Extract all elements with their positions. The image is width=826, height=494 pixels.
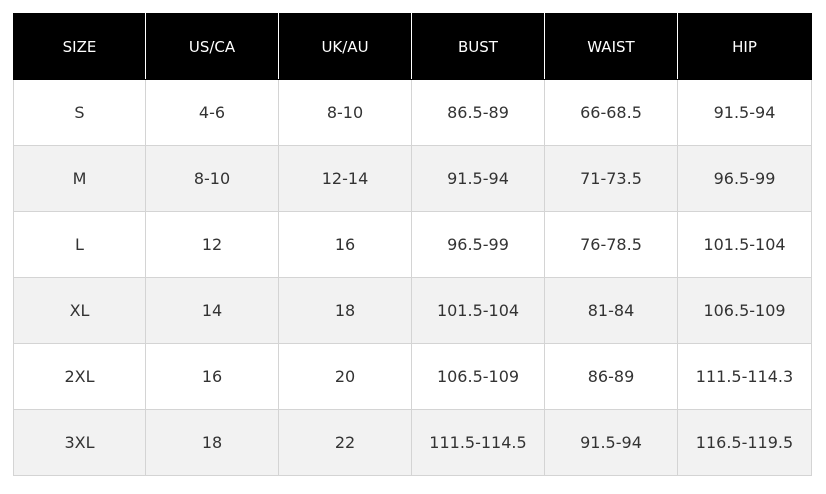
size-chart-body: S 4-6 8-10 86.5-89 66-68.5 91.5-94 M 8-1… <box>13 79 812 476</box>
cell-hip: 101.5-104 <box>677 211 812 278</box>
cell-size: 3XL <box>13 409 146 476</box>
cell-uk-au: 16 <box>278 211 412 278</box>
table-row: XL 14 18 101.5-104 81-84 106.5-109 <box>13 277 812 344</box>
cell-hip: 96.5-99 <box>677 145 812 212</box>
cell-bust: 101.5-104 <box>411 277 545 344</box>
cell-us-ca: 4-6 <box>145 79 279 146</box>
cell-hip: 116.5-119.5 <box>677 409 812 476</box>
cell-bust: 91.5-94 <box>411 145 545 212</box>
cell-us-ca: 18 <box>145 409 279 476</box>
cell-hip: 106.5-109 <box>677 277 812 344</box>
cell-size: 2XL <box>13 343 146 410</box>
cell-bust: 86.5-89 <box>411 79 545 146</box>
cell-waist: 76-78.5 <box>544 211 678 278</box>
cell-uk-au: 20 <box>278 343 412 410</box>
header-waist: WAIST <box>544 13 678 80</box>
cell-uk-au: 8-10 <box>278 79 412 146</box>
header-us-ca: US/CA <box>145 13 279 80</box>
cell-size: L <box>13 211 146 278</box>
cell-uk-au: 12-14 <box>278 145 412 212</box>
size-chart-table: SIZE US/CA UK/AU BUST WAIST HIP S 4-6 8-… <box>13 13 812 476</box>
table-row: L 12 16 96.5-99 76-78.5 101.5-104 <box>13 211 812 278</box>
cell-uk-au: 22 <box>278 409 412 476</box>
header-hip: HIP <box>677 13 812 80</box>
cell-hip: 91.5-94 <box>677 79 812 146</box>
cell-waist: 91.5-94 <box>544 409 678 476</box>
cell-us-ca: 16 <box>145 343 279 410</box>
cell-us-ca: 14 <box>145 277 279 344</box>
cell-waist: 86-89 <box>544 343 678 410</box>
cell-bust: 106.5-109 <box>411 343 545 410</box>
cell-bust: 96.5-99 <box>411 211 545 278</box>
header-row: SIZE US/CA UK/AU BUST WAIST HIP <box>13 13 812 80</box>
table-row: 2XL 16 20 106.5-109 86-89 111.5-114.3 <box>13 343 812 410</box>
table-row: S 4-6 8-10 86.5-89 66-68.5 91.5-94 <box>13 79 812 146</box>
cell-us-ca: 8-10 <box>145 145 279 212</box>
cell-waist: 66-68.5 <box>544 79 678 146</box>
cell-waist: 81-84 <box>544 277 678 344</box>
table-row: M 8-10 12-14 91.5-94 71-73.5 96.5-99 <box>13 145 812 212</box>
cell-hip: 111.5-114.3 <box>677 343 812 410</box>
cell-uk-au: 18 <box>278 277 412 344</box>
cell-size: M <box>13 145 146 212</box>
header-size: SIZE <box>13 13 146 80</box>
table-row: 3XL 18 22 111.5-114.5 91.5-94 116.5-119.… <box>13 409 812 476</box>
size-chart-header: SIZE US/CA UK/AU BUST WAIST HIP <box>13 13 812 80</box>
cell-size: S <box>13 79 146 146</box>
cell-waist: 71-73.5 <box>544 145 678 212</box>
cell-us-ca: 12 <box>145 211 279 278</box>
cell-bust: 111.5-114.5 <box>411 409 545 476</box>
header-bust: BUST <box>411 13 545 80</box>
header-uk-au: UK/AU <box>278 13 412 80</box>
cell-size: XL <box>13 277 146 344</box>
